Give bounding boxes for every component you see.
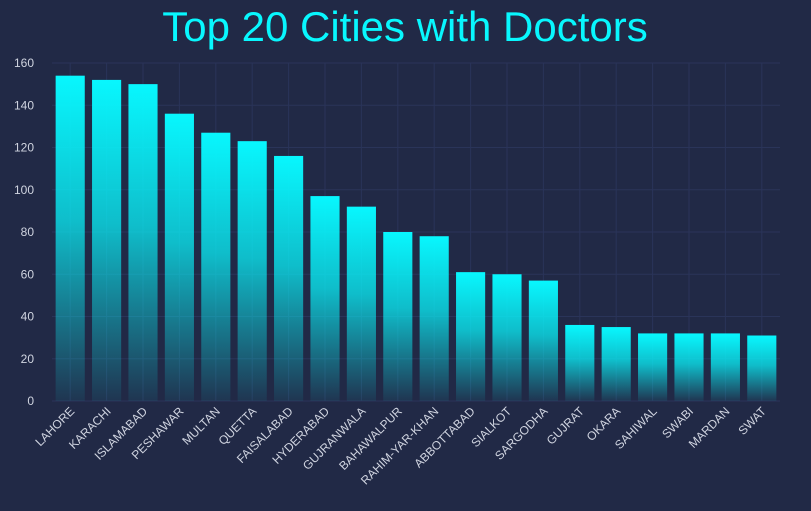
x-tick-label: MULTAN (179, 404, 223, 448)
bar-hyderabad (310, 196, 340, 401)
y-tick-label: 0 (27, 394, 34, 408)
bar-gujranwala (346, 206, 376, 401)
bar-sargodha (528, 280, 558, 401)
bar-bahawalpur (383, 232, 413, 401)
x-tick-label: SWAT (735, 404, 769, 438)
y-tick-label: 60 (21, 267, 35, 281)
bar-gujrat (565, 324, 595, 401)
bar-sialkot (492, 274, 522, 401)
bar-islamabad (128, 84, 158, 402)
bar-karachi (92, 79, 122, 402)
bar-okara (601, 327, 631, 401)
bar-lahore (55, 75, 85, 402)
x-tick-label: BAHAWALPUR (336, 404, 405, 473)
bars (55, 75, 777, 402)
y-tick-label: 160 (14, 56, 34, 70)
bar-quetta (237, 141, 267, 401)
bar-multan (201, 132, 231, 401)
bar-rahim-yar-khan (419, 236, 449, 401)
bar-peshawar (164, 113, 194, 401)
grid-lines (52, 62, 780, 402)
bar-mardan (710, 333, 740, 401)
y-tick-label: 100 (14, 183, 34, 197)
bar-sahiwal (638, 333, 668, 401)
x-tick-label: GUJRAT (544, 404, 588, 448)
bar-abbottabad (456, 272, 486, 401)
x-axis-ticks: LAHOREKARACHIISLAMABADPESHAWARMULTANQUET… (33, 404, 770, 488)
y-tick-label: 140 (14, 98, 34, 112)
y-tick-label: 40 (21, 310, 35, 324)
x-tick-label: GUJRANWALA (300, 404, 369, 473)
bar-faisalabad (274, 155, 304, 401)
chart-title: Top 20 Cities with Doctors (162, 3, 648, 50)
y-axis-ticks: 0 20 40 60 80 100 120 140 160 (14, 56, 34, 408)
y-tick-label: 120 (14, 141, 34, 155)
bar-swat (747, 335, 777, 401)
y-tick-label: 80 (21, 225, 35, 239)
y-tick-label: 20 (21, 352, 35, 366)
bar-swabi (674, 333, 704, 401)
